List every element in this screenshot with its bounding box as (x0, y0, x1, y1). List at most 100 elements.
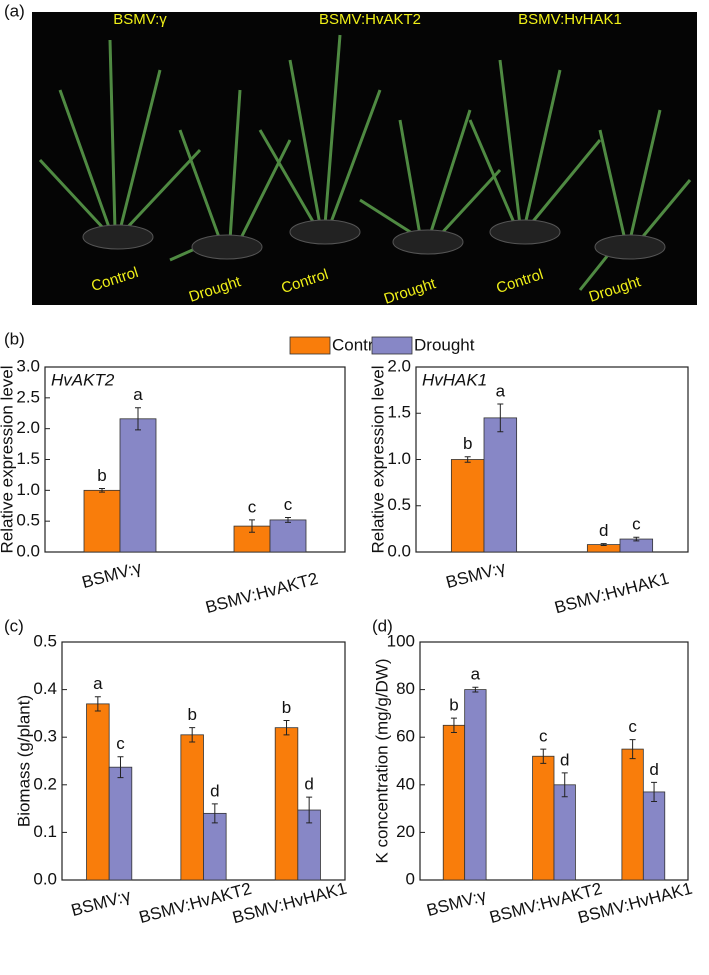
error-bar (117, 756, 124, 779)
y-tick-label: 3.0 (16, 356, 40, 375)
significance-letter: d (304, 775, 313, 794)
x-tick-label: BSMV:HvHAK1 (553, 569, 671, 618)
bar (274, 727, 299, 881)
y-tick-label: 80 (396, 679, 415, 698)
error-bar (651, 781, 658, 802)
error-bar (94, 696, 101, 712)
error-bar (135, 407, 141, 431)
annotation: HvAKT2 (51, 370, 115, 389)
significance-letter: b (97, 466, 106, 485)
x-tick-label: BSMV:γ (69, 886, 133, 920)
error-bar (306, 796, 313, 824)
significance-letter: b (187, 705, 196, 724)
y-tick-label: 2.0 (387, 356, 411, 375)
error-bar (633, 536, 640, 542)
error-bar (283, 720, 290, 736)
x-tick-label: BSMV:γ (425, 886, 489, 920)
error-bar (600, 543, 607, 547)
significance-letter: d (560, 750, 569, 769)
error-bar (285, 516, 291, 523)
y-tick-label: 100 (387, 631, 415, 650)
error-bar (497, 403, 504, 433)
error-bar (629, 739, 636, 760)
bar (269, 519, 307, 553)
y-axis-label: Biomass (g/plant) (14, 695, 33, 827)
y-tick-label: 0.3 (33, 727, 57, 746)
y-tick-label: 0.5 (16, 511, 40, 530)
bar (180, 734, 204, 881)
bar (86, 703, 110, 881)
y-tick-label: 0.2 (33, 774, 57, 793)
y-tick-label: 0.0 (33, 869, 57, 888)
significance-letter: c (628, 717, 637, 736)
significance-letter: a (93, 674, 103, 693)
y-tick-label: 1.0 (16, 480, 40, 499)
x-tick-label: BSMV:HvAKT2 (203, 569, 320, 617)
plants (38, 34, 692, 291)
x-tick-label: BSMV:γ (444, 558, 508, 592)
y-tick-label: 0.1 (33, 822, 57, 841)
x-tick-label: BSMV:γ (80, 558, 144, 592)
y-tick-label: 0.0 (16, 541, 40, 560)
significance-letter: d (599, 521, 608, 540)
bar (621, 748, 644, 881)
bar (442, 724, 466, 881)
significance-letter: c (539, 727, 548, 746)
y-tick-label: 0.5 (33, 631, 57, 650)
y-tick-label: 1.5 (16, 449, 40, 468)
significance-letter: c (284, 495, 293, 514)
y-tick-label: 0.4 (33, 679, 57, 698)
y-axis-label: K concentration (mg/g/DW) (372, 658, 391, 863)
error-bar (450, 717, 457, 733)
photo (32, 12, 697, 305)
bar (532, 755, 555, 881)
y-tick-label: 2.5 (16, 387, 40, 406)
bar (450, 459, 485, 553)
pots (82, 219, 666, 260)
significance-letter: b (463, 434, 472, 453)
bar (464, 689, 487, 881)
error-bar (561, 772, 568, 798)
annotation: HvHAK1 (422, 370, 487, 389)
legend-swatch (371, 336, 413, 355)
legend-swatch (289, 336, 331, 355)
y-tick-label: 0 (406, 869, 415, 888)
photo-group-label: BSMV:HvHAK1 (518, 11, 622, 28)
significance-letter: c (632, 515, 641, 534)
error-bar (472, 686, 479, 693)
bar (642, 791, 666, 881)
y-tick-label: 0.5 (387, 495, 411, 514)
error-bar (99, 487, 105, 493)
y-tick-label: 1.0 (387, 449, 411, 468)
y-axis-label: Relative expression level (368, 365, 387, 553)
y-tick-label: 2.0 (16, 418, 40, 437)
y-axis-label: Relative expression level (0, 365, 16, 553)
significance-letter: d (649, 760, 658, 779)
bar (83, 489, 121, 553)
significance-letter: d (210, 781, 219, 800)
significance-letter: b (449, 696, 458, 715)
panel-label: (b) (4, 329, 25, 348)
error-bar (540, 748, 547, 764)
bar (483, 417, 518, 553)
panel-label: (d) (372, 616, 393, 635)
y-tick-label: 0.0 (387, 541, 411, 560)
panel-label: (c) (4, 616, 24, 635)
significance-letter: b (282, 698, 291, 717)
photo-group-label: BSMV:γ (113, 11, 167, 28)
y-tick-label: 60 (396, 727, 415, 746)
y-tick-label: 40 (396, 774, 415, 793)
error-bar (189, 727, 196, 743)
bar (108, 766, 133, 881)
bar (553, 784, 576, 881)
y-tick-label: 1.5 (387, 403, 411, 422)
significance-letter: a (133, 385, 143, 404)
error-bar (249, 519, 255, 533)
panel-label: (a) (4, 1, 25, 20)
legend-label: Drought (414, 335, 475, 354)
significance-letter: a (471, 665, 481, 684)
significance-letter: c (248, 497, 257, 516)
significance-letter: a (496, 381, 506, 400)
